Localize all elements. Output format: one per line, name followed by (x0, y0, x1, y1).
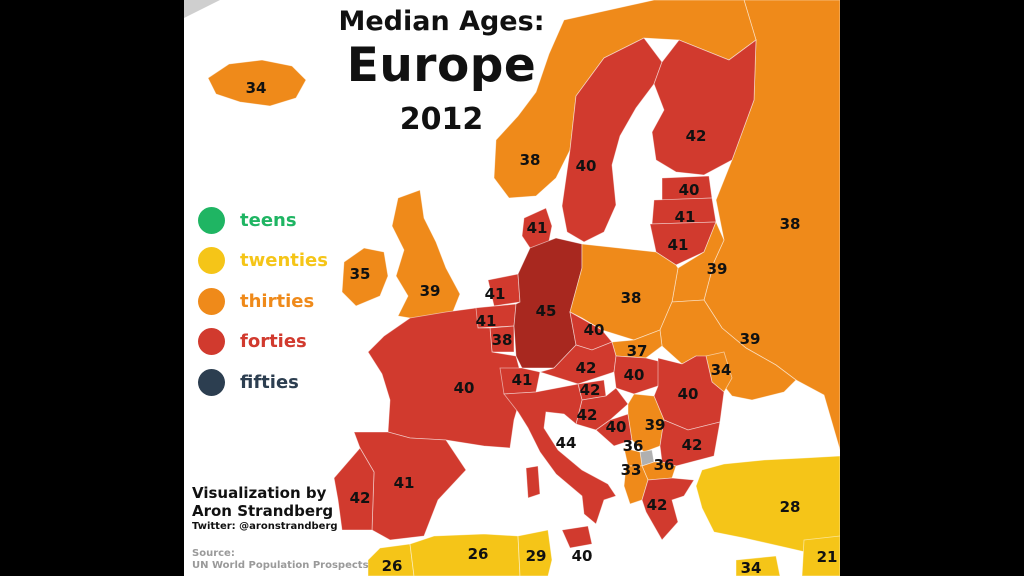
label-luxembourg: 38 (491, 331, 513, 349)
label-turkey: 28 (779, 498, 801, 516)
region-greece[interactable] (641, 477, 695, 541)
label-switzerland: 41 (511, 371, 533, 389)
credit: Visualization by Aron Strandberg Twitter… (192, 484, 338, 534)
europe-map (184, 0, 840, 576)
label-hungary: 40 (623, 366, 645, 384)
label-cyprus: 34 (740, 559, 762, 576)
region-croatia[interactable] (575, 387, 629, 431)
label-italy: 44 (555, 434, 577, 452)
region-sardinia[interactable] (525, 465, 541, 499)
label-spain: 41 (393, 474, 415, 492)
legend-label-teens: teens (240, 209, 297, 231)
region-portugal[interactable] (333, 447, 375, 531)
label-albania: 33 (620, 461, 642, 479)
legend-item-teens: teens (198, 200, 328, 241)
label-ireland: 35 (349, 265, 371, 283)
label-croatia: 42 (576, 406, 598, 424)
label-russia: 38 (779, 215, 801, 233)
legend-label-fifties: fifties (240, 371, 299, 393)
label-latvia: 41 (674, 208, 696, 226)
region-united-kingdom[interactable] (391, 189, 461, 321)
region-ireland[interactable] (341, 247, 389, 307)
title-line1: Median Ages: (338, 6, 545, 37)
region-cyprus[interactable] (735, 555, 781, 576)
label-montenegro: 36 (622, 437, 644, 455)
label-germany: 45 (535, 302, 557, 320)
legend-dot-twenties (198, 247, 225, 275)
title-year: 2012 (399, 102, 484, 137)
legend-item-forties: forties (198, 322, 328, 363)
label-ukraine: 39 (739, 330, 761, 348)
label-moldova: 34 (710, 361, 732, 379)
region-algeria[interactable] (409, 533, 521, 576)
source-label: Source: (192, 548, 235, 559)
label-tunisia: 29 (525, 547, 547, 565)
label-greece: 42 (646, 496, 668, 514)
map-frame: Median Ages: Europe 2012 teens twenties … (184, 0, 840, 576)
label-austria: 42 (575, 359, 597, 377)
legend-label-twenties: twenties (240, 250, 328, 272)
label-algeria: 26 (467, 545, 489, 563)
label-morocco: 26 (381, 557, 403, 575)
region-ukraine[interactable] (659, 299, 797, 401)
legend-item-thirties: thirties (198, 281, 328, 322)
label-romania: 40 (677, 385, 699, 403)
label-united-kingdom: 39 (419, 282, 441, 300)
label-syria: 21 (816, 548, 838, 566)
region-tunisia[interactable] (517, 529, 553, 576)
source-text: UN World Population Prospects (192, 560, 369, 571)
region-romania[interactable] (653, 355, 725, 431)
label-slovenia: 42 (579, 381, 601, 399)
label-finland: 42 (685, 127, 707, 145)
legend: teens twenties thirties forties fifties (198, 200, 328, 403)
label-bulgaria: 42 (681, 436, 703, 454)
label-sweden: 40 (575, 157, 597, 175)
label-poland: 38 (620, 289, 642, 307)
label-lithuania: 41 (667, 236, 689, 254)
title-line2: Europe (346, 38, 537, 93)
label-serbia: 39 (644, 416, 666, 434)
legend-item-twenties: twenties (198, 241, 328, 282)
credit-line1: Visualization by (192, 484, 327, 502)
region-iceland[interactable] (207, 59, 307, 107)
region-italy[interactable] (503, 383, 617, 525)
label-norway: 38 (519, 151, 541, 169)
label-belgium: 41 (475, 312, 497, 330)
label-macedonia: 36 (653, 456, 675, 474)
region-finland[interactable] (651, 39, 757, 176)
label-malta: 40 (571, 547, 593, 565)
legend-label-forties: forties (240, 331, 307, 353)
region-lithuania[interactable] (649, 221, 717, 266)
source: Source: UN World Population Prospects (192, 548, 369, 572)
legend-dot-fifties (198, 368, 225, 396)
label-netherlands: 41 (484, 285, 506, 303)
label-iceland: 34 (245, 79, 267, 97)
label-estonia: 40 (678, 181, 700, 199)
legend-dot-teens (198, 206, 225, 234)
legend-label-thirties: thirties (240, 290, 315, 312)
label-czech-republic: 40 (583, 321, 605, 339)
label-france: 40 (453, 379, 475, 397)
region-sicily[interactable] (561, 525, 593, 549)
legend-dot-forties (198, 328, 225, 356)
label-bosnia: 40 (605, 418, 627, 436)
region-france[interactable] (367, 307, 525, 449)
label-belarus: 39 (706, 260, 728, 278)
label-denmark: 41 (526, 219, 548, 237)
credit-author: Aron Strandberg (192, 502, 334, 520)
region-switzerland[interactable] (499, 367, 541, 395)
legend-dot-thirties (198, 287, 225, 315)
legend-item-fifties: fifties (198, 362, 328, 403)
region-syria[interactable] (801, 535, 840, 576)
credit-twitter: Twitter: @aronstrandberg (192, 521, 338, 532)
label-slovakia: 37 (626, 342, 648, 360)
corner-decoration (184, 0, 220, 18)
label-portugal: 42 (349, 489, 371, 507)
